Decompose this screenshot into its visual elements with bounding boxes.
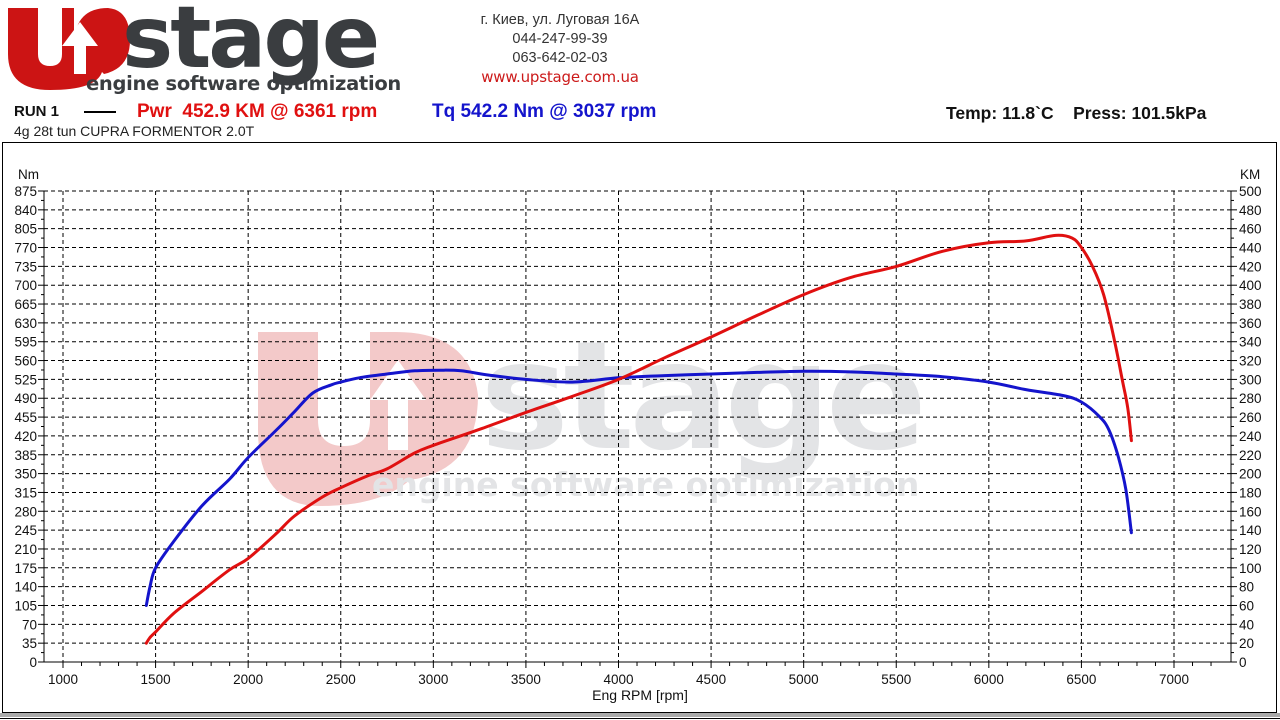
svg-text:20: 20 [1239,636,1254,651]
svg-text:630: 630 [14,316,37,331]
svg-text:805: 805 [14,222,37,237]
svg-text:120: 120 [1239,542,1262,557]
svg-text:560: 560 [14,354,37,369]
svg-text:7000: 7000 [1159,672,1189,687]
run-label: RUN 1 [14,103,60,120]
logo-up-mark-icon [8,8,130,90]
logo-tagline: engine software optimization [86,72,402,95]
svg-text:460: 460 [1239,222,1262,237]
chart-axes: 0 35 70 105 140 175 210 245 280 315 350 385 420 455 49… [14,167,1261,703]
svg-text:4500: 4500 [696,672,726,687]
svg-text:70: 70 [22,617,37,632]
contact-info: г. Киев, ул. Луговая 16А 044-247-99-39 0… [440,11,680,87]
svg-text:875: 875 [14,184,37,199]
svg-text:280: 280 [1239,391,1262,406]
chart-frame [2,142,1277,713]
svg-text:440: 440 [1239,241,1262,256]
svg-text:0: 0 [1239,655,1247,670]
vehicle-description: 4g 28t tun CUPRA FORMENTOR 2.0T [14,123,255,139]
chart-grid [44,190,1231,662]
svg-text:500: 500 [1239,184,1262,199]
y-axis-right-label: KM [1240,167,1260,182]
svg-text:5000: 5000 [789,672,819,687]
svg-text:40: 40 [1239,617,1254,632]
svg-text:220: 220 [1239,448,1262,463]
run-legend-line [84,111,116,113]
svg-text:100: 100 [1239,561,1262,576]
svg-text:665: 665 [14,297,37,312]
svg-text:595: 595 [14,335,37,350]
svg-text:4000: 4000 [603,672,633,687]
svg-text:6500: 6500 [1066,672,1096,687]
svg-text:735: 735 [14,259,37,274]
peak-power: Pwr 452.9 KM @ 6361 rpm [137,101,378,122]
svg-text:175: 175 [14,561,37,576]
svg-text:3000: 3000 [418,672,448,687]
svg-text:525: 525 [14,372,37,387]
svg-text:385: 385 [14,448,37,463]
svg-text:490: 490 [14,391,37,406]
svg-text:35: 35 [22,636,37,651]
svg-text:700: 700 [14,278,37,293]
svg-text:455: 455 [14,410,37,425]
x-axis-label: Eng RPM [rpm] [592,687,688,703]
svg-text:770: 770 [14,241,37,256]
bottom-divider [0,713,1280,717]
svg-text:105: 105 [14,598,37,613]
website-link[interactable]: www.upstage.com.ua [481,68,639,86]
bottom-rule [0,718,1280,719]
svg-text:80: 80 [1239,580,1254,595]
ambient-conditions: Temp: 11.8`C Press: 101.5kPa [946,103,1207,123]
svg-text:320: 320 [1239,354,1262,369]
svg-text:60: 60 [1239,598,1254,613]
svg-text:245: 245 [14,523,37,538]
svg-text:260: 260 [1239,410,1262,425]
y-axis-left-label: Nm [18,167,39,182]
peak-torque: Tq 542.2 Nm @ 3037 rpm [432,101,657,122]
svg-text:420: 420 [1239,259,1262,274]
svg-text:2000: 2000 [233,672,263,687]
svg-text:350: 350 [14,467,37,482]
svg-text:0: 0 [29,655,37,670]
svg-text:2500: 2500 [326,672,356,687]
svg-text:480: 480 [1239,203,1262,218]
svg-text:5500: 5500 [881,672,911,687]
svg-text:engine software optimization: engine software optimization [372,465,919,504]
watermark-up-icon [258,332,478,506]
svg-text:210: 210 [14,542,37,557]
svg-text:stage: stage [480,310,921,484]
svg-text:160: 160 [1239,504,1262,519]
svg-text:840: 840 [14,203,37,218]
svg-text:1500: 1500 [141,672,171,687]
svg-text:380: 380 [1239,297,1262,312]
svg-text:140: 140 [1239,523,1262,538]
phone-2: 063-642-02-03 [512,50,608,66]
svg-text:200: 200 [1239,467,1262,482]
logo-brand-text: stage [122,0,380,88]
svg-text:315: 315 [14,485,37,500]
svg-text:280: 280 [14,504,37,519]
svg-text:240: 240 [1239,429,1262,444]
phone-1: 044-247-99-39 [512,31,608,47]
svg-text:140: 140 [14,580,37,595]
svg-text:420: 420 [14,429,37,444]
power-curve [144,233,1133,645]
svg-text:300: 300 [1239,372,1262,387]
svg-text:6000: 6000 [974,672,1004,687]
svg-text:3500: 3500 [511,672,541,687]
chart-series [144,233,1133,645]
address: г. Киев, ул. Луговая 16А [480,12,640,28]
upstage-logo: stage engine software optimization [4,0,404,95]
svg-text:180: 180 [1239,485,1262,500]
svg-text:1000: 1000 [48,672,78,687]
svg-text:340: 340 [1239,335,1262,350]
svg-text:360: 360 [1239,316,1262,331]
torque-curve [144,368,1133,607]
svg-text:400: 400 [1239,278,1262,293]
